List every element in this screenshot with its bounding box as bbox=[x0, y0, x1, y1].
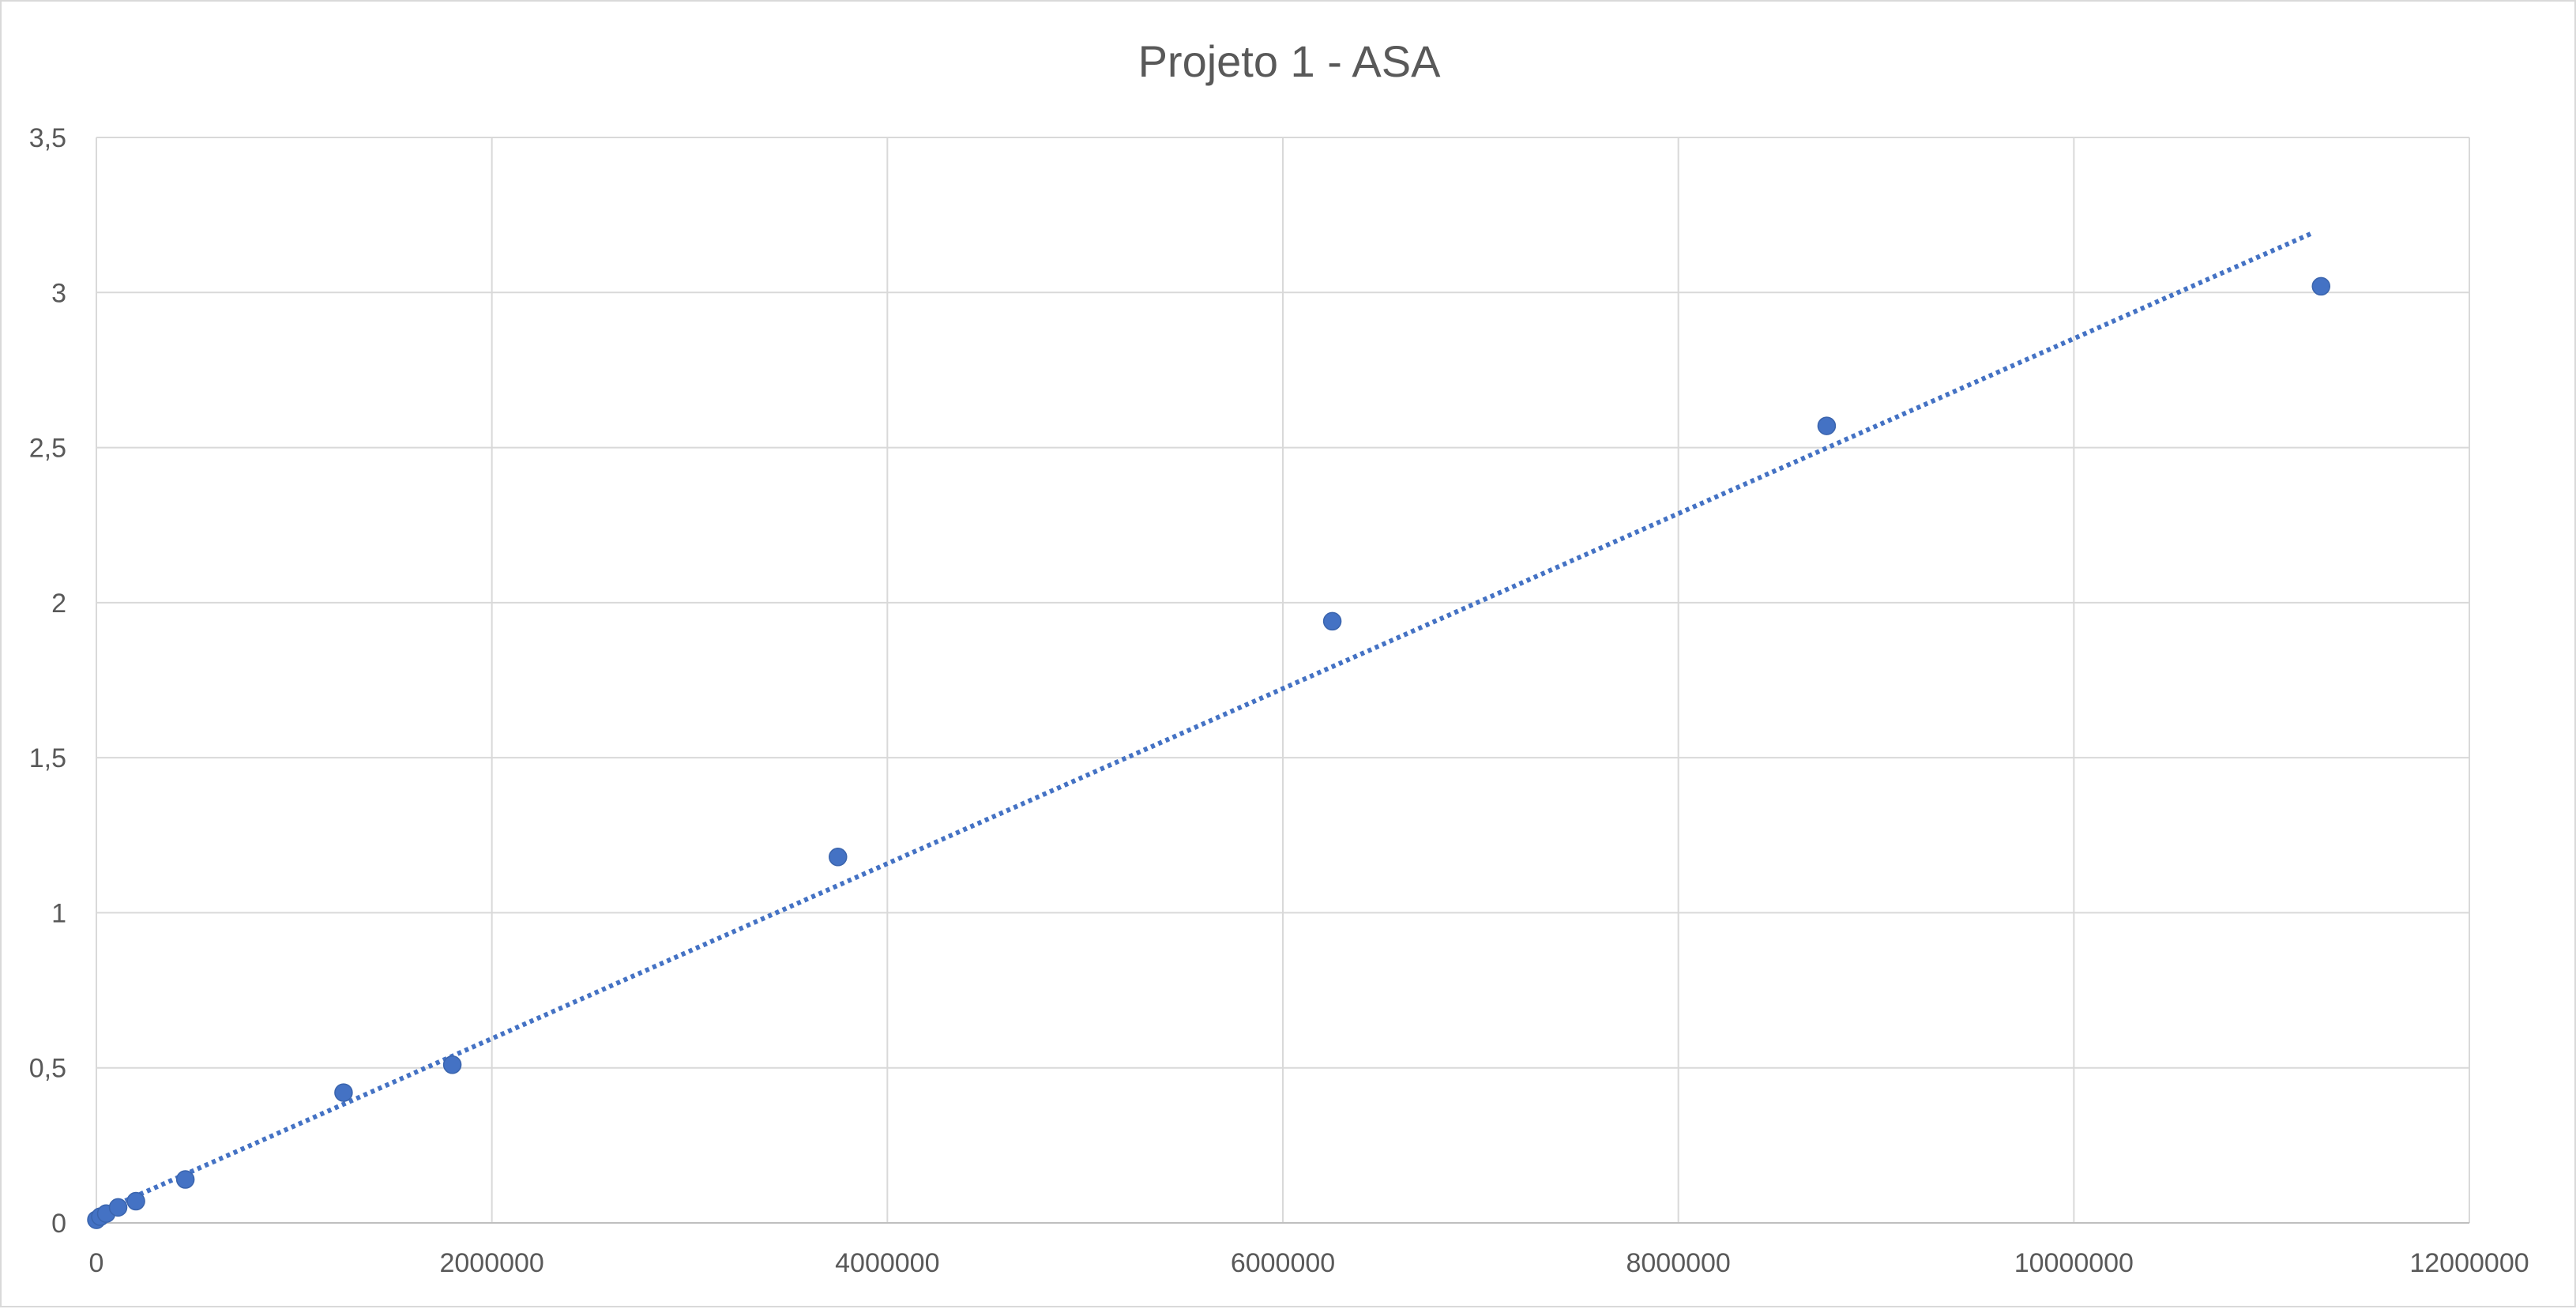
data-point bbox=[2311, 276, 2330, 296]
y-tick-label: 3,5 bbox=[29, 123, 66, 153]
data-point bbox=[334, 1083, 353, 1102]
axes bbox=[96, 137, 2469, 1224]
data-point bbox=[108, 1198, 128, 1217]
y-tick-label: 3 bbox=[51, 278, 66, 308]
data-point bbox=[1322, 611, 1342, 631]
y-axis-tick-labels: 0 0,5 1 1,5 2 2,5 3 3,5 bbox=[29, 123, 66, 1239]
x-tick-label: 2000000 bbox=[439, 1248, 543, 1278]
data-point bbox=[126, 1191, 145, 1211]
x-tick-label: 0 bbox=[89, 1248, 104, 1278]
grid-lines bbox=[96, 137, 2470, 1223]
y-tick-label: 2,5 bbox=[29, 434, 66, 464]
y-tick-label: 1,5 bbox=[29, 743, 66, 773]
data-points bbox=[87, 276, 2330, 1229]
trendline-layer bbox=[95, 231, 2312, 1216]
data-point bbox=[442, 1055, 462, 1074]
y-tick-label: 0,5 bbox=[29, 1054, 66, 1084]
x-tick-label: 10000000 bbox=[2014, 1248, 2134, 1278]
x-axis-tick-labels: 0 2000000 4000000 6000000 8000000 10000000 120… bbox=[89, 1248, 2529, 1278]
x-tick-label: 4000000 bbox=[835, 1248, 939, 1278]
y-tick-label: 0 bbox=[51, 1209, 66, 1239]
data-point bbox=[1817, 416, 1837, 435]
data-point bbox=[829, 848, 848, 867]
y-tick-label: 2 bbox=[51, 589, 66, 619]
x-tick-label: 12000000 bbox=[2409, 1248, 2529, 1278]
y-tick-label: 1 bbox=[51, 898, 66, 928]
data-point bbox=[175, 1170, 195, 1189]
x-tick-label: 8000000 bbox=[1626, 1248, 1730, 1278]
linear-trendline bbox=[95, 231, 2312, 1216]
chart-title: Projeto 1 - ASA bbox=[1138, 36, 1442, 86]
x-tick-label: 6000000 bbox=[1231, 1248, 1335, 1278]
